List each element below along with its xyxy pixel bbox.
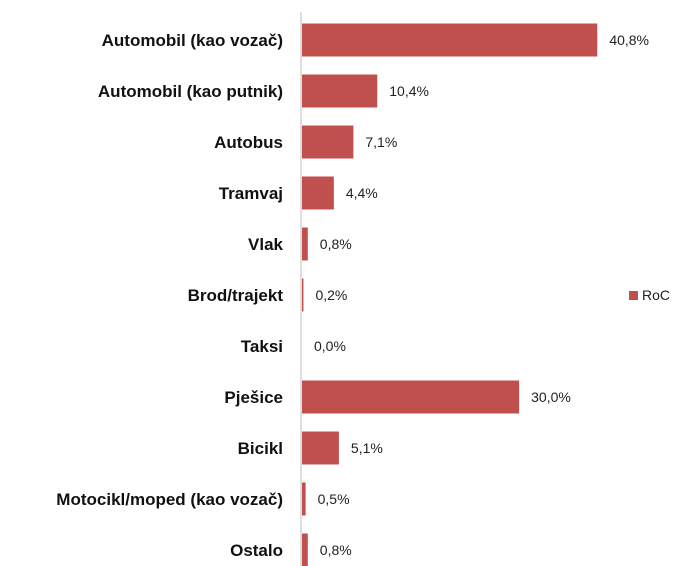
bar-pjesice [302, 380, 520, 414]
legend: RoC [629, 287, 670, 303]
value-label-taksi: 0,0% [314, 338, 346, 354]
category-labels-group: Automobil (kao vozač) Automobil (kao putn… [56, 31, 283, 560]
bar-vlak [302, 227, 308, 261]
value-label-brod-trajekt: 0,2% [315, 287, 347, 303]
legend-swatch-roc [629, 291, 638, 300]
bar-bicikl [302, 431, 339, 465]
bars-group [302, 23, 598, 566]
value-label-ostalo: 0,8% [320, 542, 352, 558]
category-label-brod-trajekt: Brod/trajekt [188, 286, 284, 305]
category-label-taksi: Taksi [241, 337, 283, 356]
bar-ostalo [302, 533, 308, 566]
value-label-bicikl: 5,1% [351, 440, 383, 456]
value-label-motocikl-moped-kao-vozac: 0,5% [318, 491, 350, 507]
bar-brod-trajekt [302, 278, 304, 312]
bar-tramvaj [302, 176, 334, 210]
category-label-ostalo: Ostalo [230, 541, 283, 560]
category-label-autobus: Autobus [214, 133, 283, 152]
category-label-pjesice: Pješice [224, 388, 283, 407]
bar-automobil-kao-vozac [302, 23, 598, 57]
value-label-vlak: 0,8% [320, 236, 352, 252]
value-label-pjesice: 30,0% [531, 389, 571, 405]
category-label-bicikl: Bicikl [238, 439, 283, 458]
value-label-tramvaj: 4,4% [346, 185, 378, 201]
bar-autobus [302, 125, 354, 159]
value-label-autobus: 7,1% [365, 134, 397, 150]
category-label-automobil-kao-putnik: Automobil (kao putnik) [98, 82, 283, 101]
category-label-vlak: Vlak [248, 235, 284, 254]
category-label-tramvaj: Tramvaj [219, 184, 283, 203]
value-label-automobil-kao-putnik: 10,4% [389, 83, 429, 99]
value-label-automobil-kao-vozac: 40,8% [609, 32, 649, 48]
category-label-motocikl-moped-kao-vozac: Motocikl/moped (kao vozač) [56, 490, 283, 509]
value-labels-group: 40,8% 10,4% 7,1% 4,4% 0,8% 0,2% 0,0% 30,0% 5,1% 0… [314, 32, 649, 558]
category-label-automobil-kao-vozac: Automobil (kao vozač) [102, 31, 283, 50]
legend-label-roc: RoC [642, 287, 670, 303]
bar-motocikl-moped-kao-vozac [302, 482, 306, 516]
bar-automobil-kao-putnik [302, 74, 378, 108]
